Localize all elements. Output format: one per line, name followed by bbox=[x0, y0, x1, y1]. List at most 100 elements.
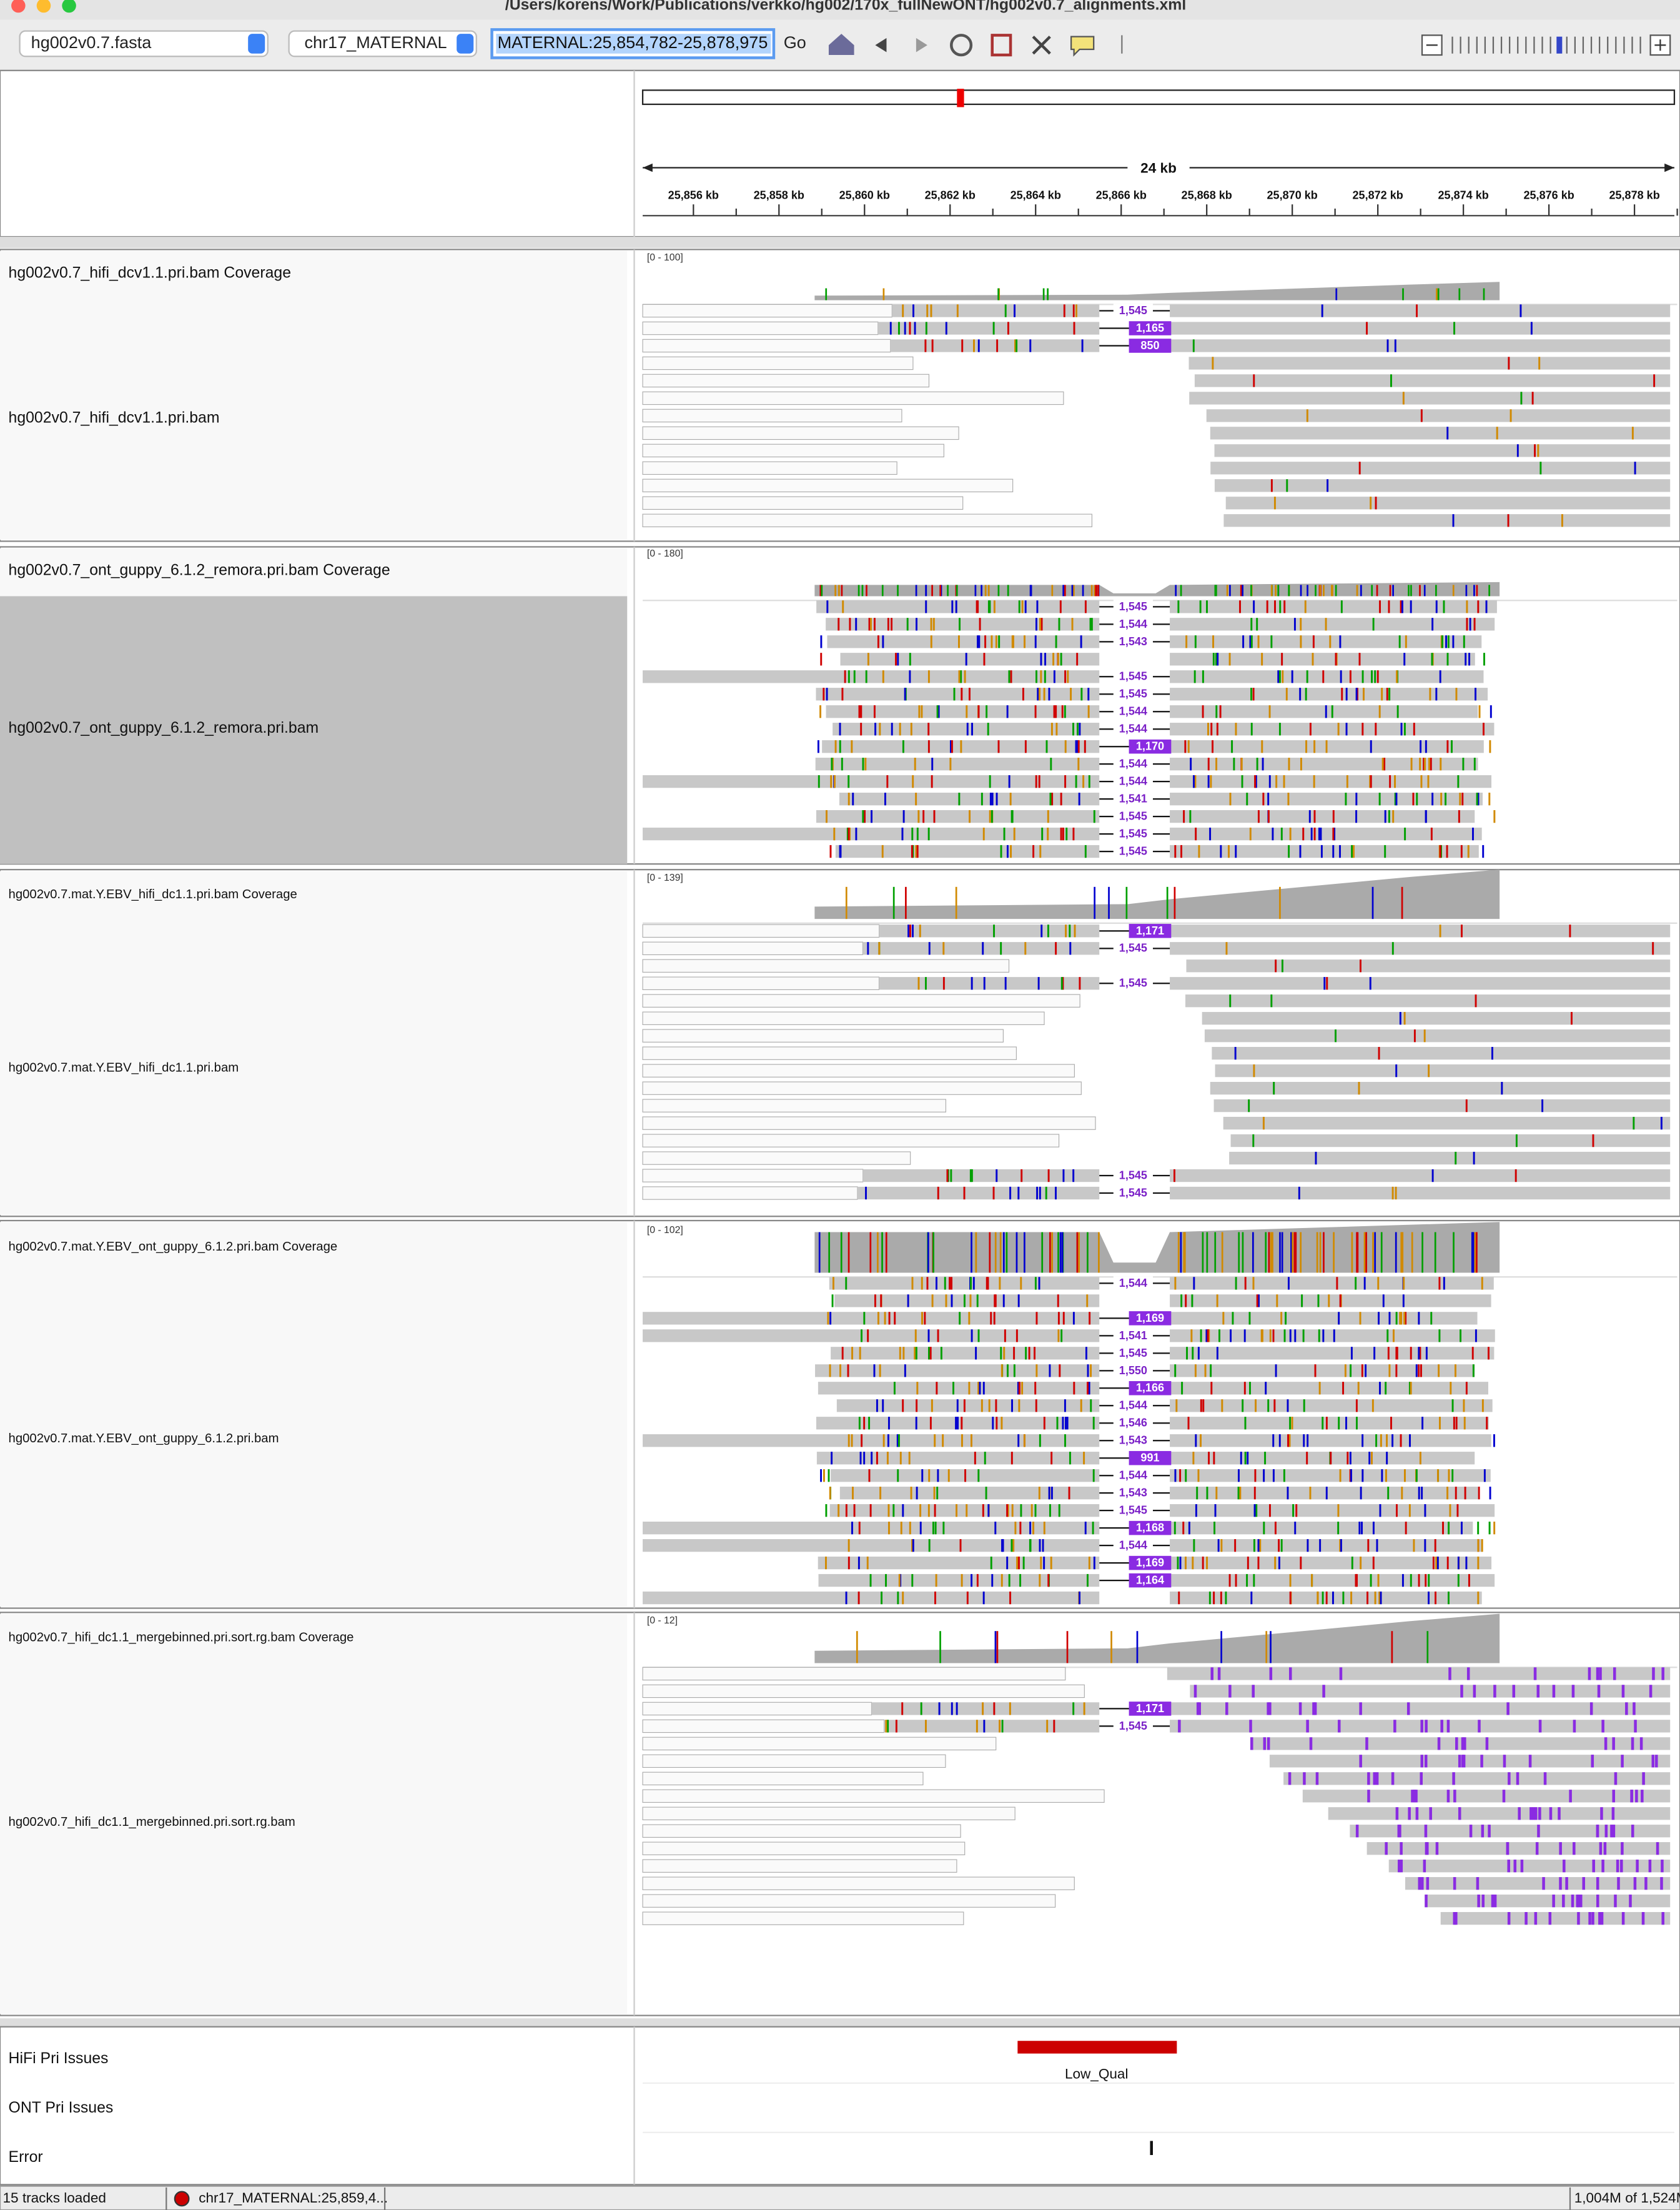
insertion-label[interactable]: 1,544 bbox=[1119, 1277, 1147, 1289]
insertion-label[interactable]: 1,170 bbox=[1136, 740, 1164, 753]
insertion-label[interactable]: 1,550 bbox=[1119, 1364, 1147, 1377]
roi-icon[interactable] bbox=[991, 34, 1012, 57]
insertion-label[interactable]: 1,544 bbox=[1119, 705, 1147, 718]
track-name[interactable]: hg002v0.7_hifi_dcv1.1.pri.bam bbox=[9, 410, 220, 427]
read bbox=[1210, 1081, 1671, 1095]
mismatch bbox=[936, 1277, 937, 1290]
insertion-label[interactable]: 1,545 bbox=[1119, 1169, 1147, 1181]
read bbox=[1170, 810, 1475, 823]
zoom-button[interactable] bbox=[62, 0, 76, 13]
mismatch bbox=[1435, 1591, 1437, 1605]
mismatch bbox=[1010, 810, 1013, 823]
coverage-track-name[interactable]: hg002v0.7_hifi_dcv1.1.pri.bam Coverage bbox=[9, 264, 291, 281]
insertion-label[interactable]: 1,544 bbox=[1119, 775, 1147, 788]
mismatch bbox=[1034, 1347, 1036, 1360]
insertion-label[interactable]: 1,541 bbox=[1119, 793, 1147, 805]
forward-icon[interactable] bbox=[916, 37, 927, 52]
insertion-label[interactable]: 1,545 bbox=[1119, 1186, 1147, 1199]
insertion-label[interactable]: 1,544 bbox=[1119, 618, 1147, 630]
insertion-label[interactable]: 1,165 bbox=[1136, 322, 1164, 334]
insertion-mark bbox=[1359, 1755, 1362, 1768]
mismatch bbox=[1017, 1434, 1020, 1447]
insertion-mark bbox=[1660, 1877, 1663, 1890]
mismatch bbox=[1267, 810, 1270, 823]
insertion-label[interactable]: 1,171 bbox=[1136, 1702, 1164, 1715]
insertion-label[interactable]: 1,543 bbox=[1119, 1434, 1147, 1447]
insertion-label[interactable]: 1,164 bbox=[1136, 1574, 1164, 1587]
insertion-label[interactable]: 1,545 bbox=[1119, 828, 1147, 840]
insertion-label[interactable]: 1,171 bbox=[1136, 924, 1164, 937]
mismatch bbox=[1008, 1573, 1010, 1587]
insertion-label[interactable]: 1,169 bbox=[1136, 1312, 1164, 1324]
insertion-label[interactable]: 1,541 bbox=[1119, 1329, 1147, 1342]
insertion-label[interactable]: 1,166 bbox=[1136, 1382, 1164, 1394]
go-button[interactable]: Go bbox=[784, 32, 806, 52]
insertion-label[interactable]: 1,543 bbox=[1119, 1487, 1147, 1499]
insertion-label[interactable]: 1,544 bbox=[1119, 758, 1147, 770]
mismatch bbox=[937, 1469, 939, 1482]
mismatch bbox=[1287, 1434, 1289, 1447]
mismatch bbox=[861, 1434, 863, 1447]
mismatch bbox=[1287, 1487, 1289, 1500]
insertion-label[interactable]: 1,168 bbox=[1136, 1522, 1164, 1534]
mismatch bbox=[981, 1399, 983, 1412]
mismatch bbox=[847, 827, 850, 841]
insertion-label[interactable]: 1,545 bbox=[1119, 304, 1147, 317]
popup-icon[interactable] bbox=[1070, 36, 1095, 57]
insertion-label[interactable]: 1,544 bbox=[1119, 1539, 1147, 1552]
insertion-label[interactable]: 1,545 bbox=[1119, 670, 1147, 683]
genome-select[interactable] bbox=[19, 30, 269, 57]
mismatch bbox=[1087, 1382, 1089, 1395]
insertion-label[interactable]: 1,544 bbox=[1119, 723, 1147, 735]
insertion-label[interactable]: 1,545 bbox=[1119, 1347, 1147, 1359]
close-button[interactable] bbox=[11, 0, 26, 13]
refresh-icon[interactable] bbox=[950, 34, 973, 57]
insertion-label[interactable]: 850 bbox=[1140, 339, 1159, 352]
back-icon[interactable] bbox=[875, 37, 887, 52]
insertion-label[interactable]: 1,545 bbox=[1119, 810, 1147, 823]
chromosome-select[interactable] bbox=[288, 30, 477, 57]
mismatch bbox=[970, 1277, 972, 1290]
mismatch bbox=[1355, 792, 1358, 806]
insertion-label[interactable]: 1,544 bbox=[1119, 1399, 1147, 1412]
mismatch bbox=[1391, 942, 1394, 955]
feature-bar[interactable] bbox=[1017, 2041, 1177, 2054]
track-name[interactable]: hg002v0.7_hifi_dc1.1_mergebinned.pri.sor… bbox=[9, 1815, 295, 1829]
track-name[interactable]: hg002v0.7_ont_guppy_6.1.2_remora.pri.bam bbox=[9, 720, 319, 736]
coverage-track-name[interactable]: hg002v0.7_ont_guppy_6.1.2_remora.pri.bam… bbox=[9, 562, 390, 578]
mismatch bbox=[1194, 775, 1197, 788]
mismatch bbox=[961, 688, 963, 701]
mismatch bbox=[996, 1169, 998, 1182]
resize-icon[interactable] bbox=[1032, 36, 1051, 55]
feature-bar[interactable] bbox=[1150, 2141, 1153, 2156]
minimize-button[interactable] bbox=[36, 0, 51, 13]
mismatch bbox=[1004, 1329, 1006, 1342]
insertion-label[interactable]: 1,545 bbox=[1119, 688, 1147, 700]
mismatch bbox=[1234, 1539, 1237, 1552]
insertion-label[interactable]: 1,546 bbox=[1119, 1417, 1147, 1429]
mismatch bbox=[1257, 1539, 1260, 1552]
read bbox=[1186, 959, 1671, 973]
mismatch bbox=[969, 1294, 972, 1307]
insertion-label[interactable]: 1,545 bbox=[1119, 845, 1147, 858]
mismatch bbox=[1180, 1294, 1183, 1307]
mismatch bbox=[1084, 600, 1087, 613]
insertion-label[interactable]: 1,545 bbox=[1119, 977, 1147, 989]
coverage-track-name[interactable]: hg002v0.7.mat.Y.EBV_ont_guppy_6.1.2.pri.… bbox=[9, 1240, 338, 1254]
coverage-track-name[interactable]: hg002v0.7_hifi_dc1.1_mergebinned.pri.sor… bbox=[9, 1630, 354, 1644]
zoom-slider[interactable] bbox=[1451, 36, 1641, 54]
insertion-label[interactable]: 1,544 bbox=[1119, 1469, 1147, 1482]
insertion-label[interactable]: 1,545 bbox=[1119, 600, 1147, 613]
insertion-label[interactable]: 1,169 bbox=[1136, 1557, 1164, 1569]
track-name[interactable]: hg002v0.7.mat.Y.EBV_ont_guppy_6.1.2.pri.… bbox=[9, 1432, 279, 1445]
insertion-label[interactable]: 1,545 bbox=[1119, 1504, 1147, 1517]
mismatch bbox=[1515, 1134, 1518, 1147]
mismatch bbox=[1242, 1399, 1244, 1412]
insertion-label[interactable]: 1,545 bbox=[1119, 1720, 1147, 1732]
insertion-label[interactable]: 991 bbox=[1140, 1452, 1159, 1464]
insertion-label[interactable]: 1,543 bbox=[1119, 635, 1147, 648]
home-icon[interactable] bbox=[828, 34, 854, 55]
coverage-track-name[interactable]: hg002v0.7.mat.Y.EBV_hifi_dc1.1.pri.bam C… bbox=[9, 888, 297, 901]
track-name[interactable]: hg002v0.7.mat.Y.EBV_hifi_dc1.1.pri.bam bbox=[9, 1061, 239, 1075]
insertion-label[interactable]: 1,545 bbox=[1119, 942, 1147, 954]
